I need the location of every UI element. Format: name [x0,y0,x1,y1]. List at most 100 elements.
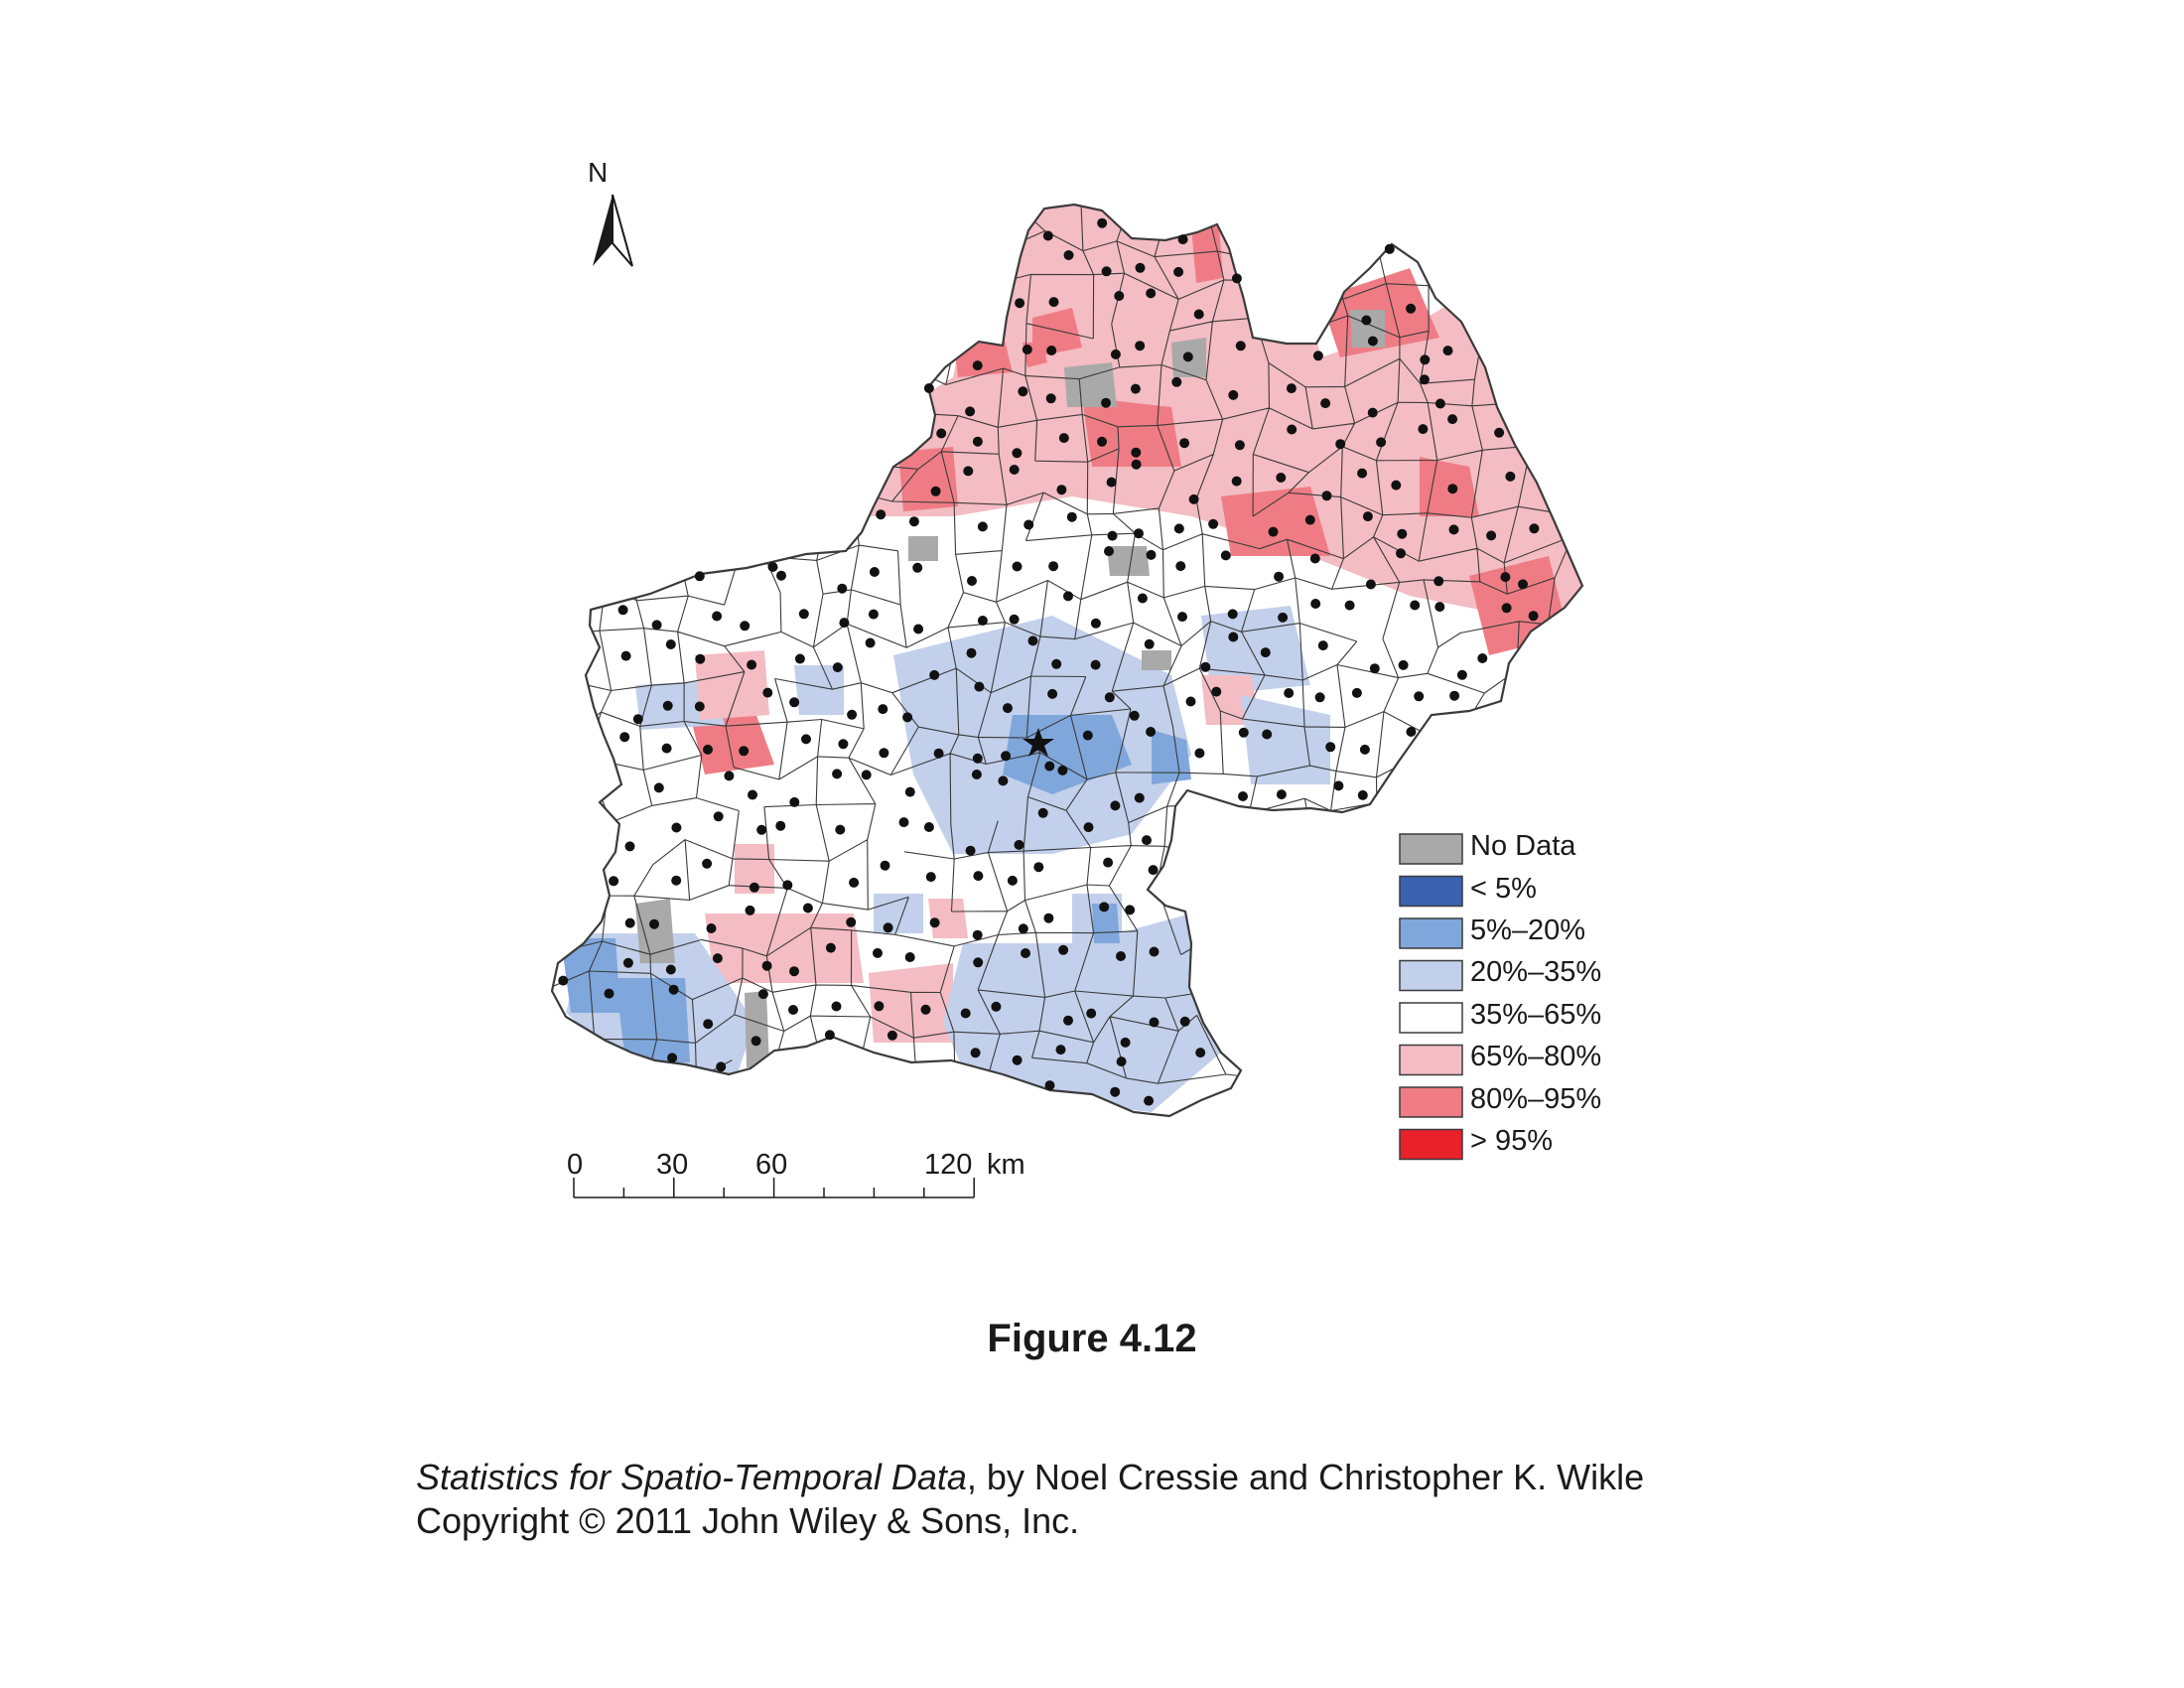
district-dot [1410,600,1421,611]
book-title: Statistics for Spatio-Temporal Data [416,1457,967,1497]
district-dot [1448,524,1459,535]
district-dot [1131,447,1142,458]
district-dot [1043,913,1054,923]
district-fill-zone [1032,308,1082,357]
district-dot [1101,266,1112,277]
district-fill-zone [898,447,958,511]
district-dot [716,1061,727,1072]
district-dot [1171,376,1182,387]
district-dot [936,428,947,439]
book-authors: , by Noel Cressie and Christopher K. Wik… [966,1457,1645,1497]
legend-label-5-20: 5%–20% [1470,914,1586,946]
district-dot [713,811,724,822]
district-dot [1173,523,1184,534]
district-dot [878,704,888,715]
district-dot [977,521,988,532]
district-dot [1142,835,1152,846]
legend-swatch [1399,917,1463,949]
scale-label-0: 0 [567,1149,584,1181]
district-dot [1194,748,1205,759]
district-dot [1144,638,1155,649]
district-dot [1090,618,1101,629]
district-dot [1227,609,1238,620]
district-dot [1442,346,1453,356]
district-dot [873,947,883,958]
district-dot [1179,1016,1190,1027]
district-dot [1310,599,1321,609]
district-dot [1003,703,1013,714]
district-dot [712,611,723,622]
district-dot [1365,579,1376,590]
district-dot [991,1001,1002,1012]
district-dot [930,486,941,496]
district-dot [1396,548,1406,559]
capital-star-icon [1023,728,1054,757]
district-dot [1056,485,1067,495]
district-dot [1045,393,1056,404]
district-dot [839,618,850,629]
district-dot [1418,424,1429,435]
district-dot [1335,439,1346,450]
district-fill-zone [745,991,769,1067]
district-dot [702,858,713,869]
district-dot [788,1005,798,1015]
district-fill-zone [1241,695,1330,784]
district-dot [1177,234,1188,245]
district-dot [789,966,799,977]
district-dot [1268,526,1279,537]
district-dot [1007,875,1018,886]
district-dot [920,1004,931,1015]
district-dot [1057,765,1068,775]
choropleth-map [550,203,1584,1118]
district-dot [671,875,682,886]
north-label: N [588,157,609,188]
legend-label-gt-95: > 95% [1470,1125,1554,1157]
district-dot [1037,807,1048,818]
district-dot [1359,744,1370,755]
district-dot [972,360,983,371]
district-fill-zone [1064,362,1117,407]
legend-swatch [1399,959,1463,992]
legend-swatch [1399,1002,1463,1034]
district-dot [1177,612,1187,623]
district-dot [1149,1017,1160,1028]
district-dot [835,824,846,835]
district-fill-zone [705,914,864,983]
scale-unit-label: km [987,1149,1025,1181]
district-fill-zone [615,978,690,1062]
district-dot [1146,288,1157,299]
district-dot [971,770,982,779]
district-dot [1083,822,1094,833]
legend [1399,833,1463,1161]
district-dot [972,436,983,447]
district-dot [1185,696,1196,707]
district-dot [1144,1095,1155,1106]
district-dot [558,975,569,986]
north-arrow-icon [593,195,613,266]
district-dot [913,624,924,634]
district-dot [1058,433,1069,444]
district-dot [1486,530,1497,541]
district-centroid-dots [558,217,1540,1106]
district-dot [1148,865,1159,876]
district-dot [1044,1080,1055,1091]
district-dot [604,988,614,999]
district-dot [831,1001,842,1012]
district-dot [724,771,735,781]
district-dot [832,769,843,779]
district-dot [1351,687,1362,698]
district-dot [1357,468,1368,479]
district-dot [1015,298,1025,309]
district-dot [668,984,679,995]
district-dot [1419,374,1430,385]
district-dot [1131,459,1142,470]
district-dot [740,621,751,632]
district-fill-zone [1107,546,1150,576]
district-dot [1238,727,1249,738]
district-dot [1193,309,1204,320]
district-dot [1097,217,1108,228]
district-dot [1106,477,1117,488]
district-dot [1228,632,1239,642]
district-dot [1529,523,1540,534]
district-dot [617,605,628,616]
